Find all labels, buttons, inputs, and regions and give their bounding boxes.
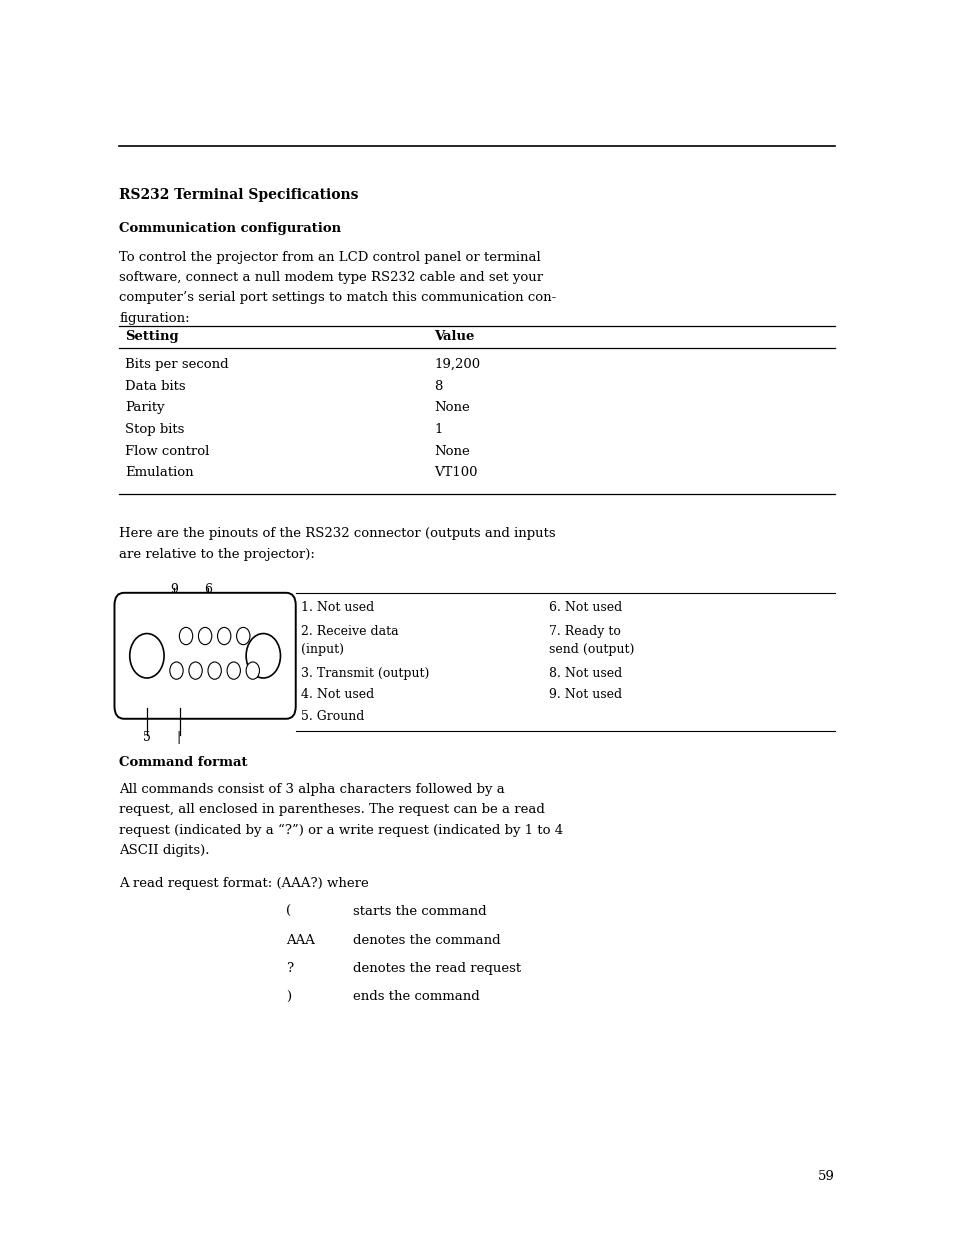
Text: Data bits: Data bits (125, 380, 186, 393)
Text: computer’s serial port settings to match this communication con-: computer’s serial port settings to match… (119, 291, 556, 305)
Circle shape (179, 627, 193, 645)
Text: 5. Ground: 5. Ground (300, 710, 363, 724)
Text: starts the command: starts the command (353, 905, 486, 919)
Text: are relative to the projector):: are relative to the projector): (119, 548, 314, 561)
Circle shape (227, 662, 240, 679)
Text: To control the projector from an LCD control panel or terminal: To control the projector from an LCD con… (119, 251, 540, 264)
Text: 4. Not used: 4. Not used (300, 688, 374, 701)
Text: 3. Transmit (output): 3. Transmit (output) (300, 667, 429, 680)
Text: 1: 1 (434, 424, 442, 436)
Text: None: None (434, 401, 469, 415)
Text: send (output): send (output) (548, 643, 633, 657)
Text: 8. Not used: 8. Not used (548, 667, 621, 680)
Text: ASCII digits).: ASCII digits). (119, 845, 210, 857)
Text: All commands consist of 3 alpha characters followed by a: All commands consist of 3 alpha characte… (119, 783, 504, 797)
Text: 19,200: 19,200 (434, 358, 479, 372)
Text: request (indicated by a “?”) or a write request (indicated by 1 to 4: request (indicated by a “?”) or a write … (119, 824, 563, 837)
Text: Bits per second: Bits per second (125, 358, 229, 372)
Text: VT100: VT100 (434, 467, 477, 479)
Text: Emulation: Emulation (125, 467, 193, 479)
Text: denotes the command: denotes the command (353, 934, 500, 947)
Text: 1. Not used: 1. Not used (300, 601, 374, 615)
Text: Command format: Command format (119, 756, 248, 769)
Text: ends the command: ends the command (353, 990, 479, 1004)
Text: Value: Value (434, 330, 474, 343)
Text: 6. Not used: 6. Not used (548, 601, 621, 615)
Text: RS232 Terminal Specifications: RS232 Terminal Specifications (119, 188, 358, 201)
Circle shape (170, 662, 183, 679)
Text: (input): (input) (300, 643, 343, 657)
Text: Here are the pinouts of the RS232 connector (outputs and inputs: Here are the pinouts of the RS232 connec… (119, 527, 556, 541)
Text: 7. Ready to: 7. Ready to (548, 625, 619, 638)
Text: ): ) (286, 990, 291, 1004)
Circle shape (246, 662, 259, 679)
Text: 9: 9 (170, 583, 177, 597)
Text: Setting: Setting (125, 330, 178, 343)
Text: |: | (176, 731, 180, 745)
Text: 9. Not used: 9. Not used (548, 688, 621, 701)
Text: request, all enclosed in parentheses. The request can be a read: request, all enclosed in parentheses. Th… (119, 804, 544, 816)
Text: denotes the read request: denotes the read request (353, 962, 520, 976)
Text: 5: 5 (143, 731, 151, 745)
Text: A read request format: (AAA?) where: A read request format: (AAA?) where (119, 877, 369, 890)
Text: (: ( (286, 905, 291, 919)
FancyBboxPatch shape (114, 593, 295, 719)
Text: Stop bits: Stop bits (125, 424, 184, 436)
Text: 59: 59 (817, 1170, 834, 1183)
Text: figuration:: figuration: (119, 311, 190, 325)
Text: 6: 6 (204, 583, 212, 597)
Circle shape (236, 627, 250, 645)
Circle shape (189, 662, 202, 679)
Text: None: None (434, 445, 469, 458)
Text: Parity: Parity (125, 401, 165, 415)
Text: Flow control: Flow control (125, 445, 209, 458)
Circle shape (198, 627, 212, 645)
Text: software, connect a null modem type RS232 cable and set your: software, connect a null modem type RS23… (119, 270, 543, 284)
Text: 8: 8 (434, 380, 442, 393)
Circle shape (208, 662, 221, 679)
Text: ?: ? (286, 962, 293, 976)
Circle shape (217, 627, 231, 645)
Text: 2. Receive data: 2. Receive data (300, 625, 397, 638)
Text: Communication configuration: Communication configuration (119, 222, 341, 236)
Circle shape (246, 634, 280, 678)
Circle shape (130, 634, 164, 678)
Text: AAA: AAA (286, 934, 314, 947)
